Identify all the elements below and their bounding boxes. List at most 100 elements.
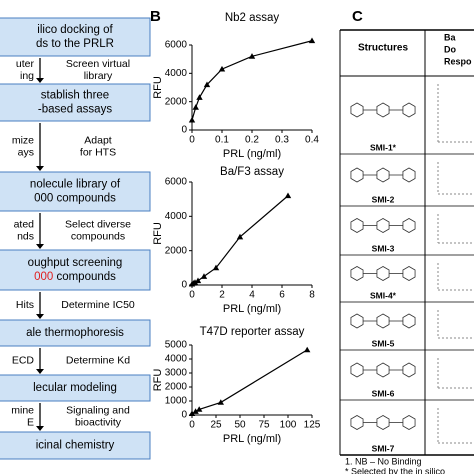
structure-ring [402, 218, 416, 233]
data-point [248, 53, 256, 59]
structure-ring [350, 218, 364, 233]
flow-text-segment: lecular modeling [33, 382, 117, 394]
data-point [192, 408, 199, 414]
structure-ring [350, 415, 364, 430]
data-point [304, 346, 311, 353]
structure-ring [376, 167, 390, 183]
data-point [196, 94, 203, 100]
x-tick-label: 0.3 [275, 135, 289, 146]
flow-box-text: ilico docking of [37, 24, 113, 36]
footnote: * Selected by the in silico [345, 466, 445, 474]
flow-arrow-head [36, 314, 44, 319]
x-tick-label: 125 [304, 420, 321, 431]
y-tick-label: 0 [181, 125, 187, 136]
flow-step-text: ays [18, 146, 34, 158]
flow-box-text: lecular modeling [33, 382, 117, 394]
y-axis-label: RFU [152, 76, 164, 99]
compound-label: SMI-2 [372, 194, 395, 204]
y-tick-label: 2000 [165, 245, 188, 256]
x-tick-label: 25 [210, 420, 222, 431]
flow-step-text: compounds [71, 230, 125, 242]
structure-ring [402, 415, 416, 430]
x-tick-label: 0.4 [305, 135, 319, 146]
y-axis-label: RFU [152, 222, 164, 245]
x-tick-label: 0 [189, 135, 195, 146]
flow-box-text: 000 compounds [34, 193, 116, 205]
y-tick-label: 4000 [165, 68, 188, 79]
structure-ring [350, 102, 364, 118]
x-tick-label: 2 [219, 290, 225, 301]
x-tick-label: 0.2 [245, 135, 259, 146]
data-point [191, 279, 199, 285]
flow-box-text: -based assays [38, 104, 112, 116]
flow-step-text: Screen virtual [66, 58, 130, 70]
flow-box-text: 000 compounds [34, 271, 116, 283]
data-point [218, 65, 226, 72]
flow-text-segment: icinal chemistry [36, 440, 115, 452]
flow-box-text: icinal chemistry [36, 440, 115, 452]
flow-box [0, 319, 151, 347]
flow-text-segment: oughput screening [28, 257, 123, 269]
panel-label: C [352, 8, 363, 25]
flow-step-text: ECD [12, 354, 35, 366]
data-point [236, 233, 244, 240]
flow-text-segment: stablish three [41, 90, 109, 102]
data-line [191, 195, 289, 285]
flow-text-segment: nolecule library of [30, 179, 121, 191]
flow-text-segment: 000 [34, 271, 53, 283]
flow-step-text: nds [17, 230, 34, 242]
x-axis-label: PRL (ng/ml) [223, 148, 281, 160]
x-tick-label: 4 [249, 290, 255, 301]
y-tick-label: 2000 [165, 382, 188, 393]
compound-label: SMI-6 [372, 388, 395, 398]
data-point [284, 192, 292, 199]
structure-ring [402, 362, 416, 378]
x-tick-label: 6 [279, 290, 285, 301]
x-tick-label: 0.1 [215, 135, 229, 146]
flow-arrow-head [36, 369, 44, 374]
data-point [308, 37, 316, 44]
y-tick-label: 6000 [165, 177, 188, 188]
flow-step-text: uter [16, 58, 35, 70]
y-tick-label: 1000 [165, 396, 188, 407]
structure-ring [376, 362, 390, 378]
flow-text-segment: ilico docking of [37, 24, 113, 36]
flow-step-text: Signaling and [66, 404, 130, 416]
flow-step-text: ated [14, 218, 35, 230]
table-header: Structures [358, 43, 408, 54]
y-tick-label: 6000 [165, 40, 188, 51]
structure-ring [402, 313, 416, 329]
flow-box [0, 171, 151, 212]
structure-ring [350, 313, 364, 329]
x-tick-label: 0 [189, 420, 195, 431]
y-tick-label: 3000 [165, 368, 188, 379]
y-tick-label: 5000 [165, 340, 188, 351]
flow-text-segment: ds to the PRLR [36, 38, 114, 50]
flow-box-text: ale thermophoresis [26, 327, 124, 339]
structure-ring [350, 167, 364, 183]
x-axis-label: PRL (ng/ml) [223, 303, 281, 315]
table-header: Respo [444, 56, 472, 66]
flow-step-text: library [84, 70, 113, 82]
flow-step-text: Hits [16, 299, 34, 311]
data-point [188, 116, 196, 123]
chart-title: Ba/F3 assay [220, 166, 284, 178]
compound-label: SMI-4* [370, 290, 397, 300]
flow-box-text: nolecule library of [30, 179, 121, 191]
x-axis-label: PRL (ng/ml) [223, 433, 281, 445]
data-point [192, 104, 199, 110]
y-tick-label: 4000 [165, 211, 188, 222]
flow-step-text: bioactivity [75, 416, 122, 428]
structure-ring [376, 266, 390, 281]
structure-ring [402, 102, 416, 118]
flow-arrow-head [36, 426, 44, 431]
panel-label: B [150, 8, 161, 25]
flow-step-text: mine [11, 404, 34, 416]
flow-step-text: for HTS [80, 146, 116, 158]
flow-box-text: ds to the PRLR [36, 38, 114, 50]
data-point [200, 273, 208, 279]
flow-step-text: E [27, 416, 34, 428]
y-tick-label: 2000 [165, 96, 188, 107]
structure-ring [350, 362, 364, 378]
structure-ring [402, 167, 416, 183]
